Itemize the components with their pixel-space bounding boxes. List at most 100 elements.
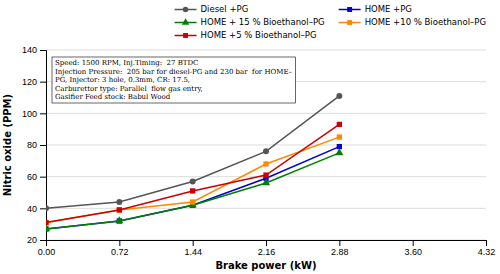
tick-mark: [413, 240, 414, 246]
tick: 100: [22, 109, 46, 119]
tick: 20: [27, 235, 46, 245]
tick-label: 40: [27, 204, 37, 214]
annotation: Speed: 1500 RPM, Inj.Timing: 27 BTDCInje…: [55, 59, 293, 101]
legend-marker: [183, 7, 189, 13]
legend-item: HOME +10 % Bioethanol–PG: [339, 17, 486, 27]
legend-label: HOME +5 % Bioethanol–PG: [201, 30, 317, 40]
tick: 40: [27, 204, 46, 214]
tick-mark: [486, 240, 487, 246]
tick-label: 2.88: [331, 247, 349, 257]
point: [115, 216, 123, 223]
tick: 80: [27, 140, 46, 150]
tick-mark: [40, 113, 46, 114]
point: [116, 199, 122, 205]
tick-mark: [40, 208, 46, 209]
point: [336, 93, 342, 99]
series: [46, 144, 342, 232]
tick-mark: [266, 240, 267, 246]
tick: 2.88: [331, 240, 349, 257]
tick: 4.32: [478, 240, 496, 257]
grid-line: [46, 50, 486, 51]
series: [46, 134, 342, 225]
tick-mark: [40, 82, 46, 83]
series: [46, 148, 343, 231]
tick: 140: [22, 45, 46, 55]
point: [190, 188, 195, 193]
tick: 1.44: [184, 240, 202, 257]
tick-label: 4.32: [478, 247, 496, 257]
tick: 0.00: [38, 240, 56, 257]
plot-area: 0.00 0.72 1.44 2.16 2.88 3.60 4.32 20 40 60 80 100 1…: [22, 45, 495, 257]
tick-label: 3.60: [404, 247, 422, 257]
y-grid: [46, 50, 486, 240]
grid-line: [46, 113, 486, 114]
series-line: [46, 153, 339, 229]
axis-line: [40, 51, 47, 241]
point: [263, 172, 268, 177]
legend: Diesel +PG HOME +PG HOME + 15 % Bioethanol…: [175, 4, 486, 40]
point: [117, 207, 122, 212]
point: [117, 207, 122, 212]
point: [337, 134, 342, 139]
legend-item: HOME +PG: [339, 4, 412, 14]
legend-item: HOME + 15 % Bioethanol–PG: [175, 17, 325, 27]
tick: 3.60: [404, 240, 422, 257]
tick-label: 1.44: [184, 247, 202, 257]
tick: 120: [22, 77, 46, 87]
tick: 2.16: [258, 240, 276, 257]
point: [263, 161, 268, 166]
tick-label: 20: [27, 235, 37, 245]
legend-item: Diesel +PG: [175, 4, 249, 14]
x-axis: 0.00 0.72 1.44 2.16 2.88 3.60 4.32: [38, 240, 496, 257]
y-axis-title: Nitric oxide (PPM): [2, 94, 13, 196]
tick: 0.72: [111, 240, 129, 257]
tick-mark: [40, 50, 46, 51]
series-group: [46, 93, 343, 232]
series-line: [46, 96, 339, 208]
tick-mark: [119, 240, 120, 246]
grid-line: [46, 145, 486, 146]
point: [46, 220, 49, 225]
tick: 60: [27, 172, 46, 182]
point: [262, 178, 270, 185]
point: [46, 224, 50, 231]
point: [335, 148, 343, 155]
point: [263, 148, 269, 154]
legend-item: HOME +5 % Bioethanol–PG: [175, 30, 317, 40]
tick-label: 0.00: [38, 247, 56, 257]
tick-label: 100: [22, 109, 37, 119]
legend-marker: [182, 18, 189, 24]
legend-marker: [183, 33, 188, 38]
tick-mark: [193, 240, 194, 246]
tick-mark: [40, 240, 46, 241]
point: [46, 220, 49, 225]
series-line: [46, 124, 339, 222]
tick-label: 80: [27, 140, 37, 150]
series: [46, 122, 342, 225]
tick-mark: [40, 177, 46, 178]
legend-label: HOME + 15 % Bioethanol–PG: [201, 17, 325, 27]
annotation-box: Speed: 1500 RPM, Inj.Timing: 27 BTDCInje…: [52, 57, 296, 103]
point: [337, 122, 342, 127]
legend-label: Diesel +PG: [201, 4, 249, 14]
annotation-frame: [52, 57, 296, 103]
point: [190, 178, 196, 184]
y-axis: 20 40 60 80 100 120 140: [22, 45, 47, 245]
tick-label: 0.72: [111, 247, 129, 257]
tick-label: 2.16: [258, 247, 276, 257]
legend-marker: [347, 7, 352, 12]
grid-line: [46, 208, 486, 209]
legend-label: HOME +PG: [365, 4, 412, 14]
tick-label: 140: [22, 45, 37, 55]
tick-label: 120: [22, 77, 37, 87]
tick-mark: [339, 240, 340, 246]
axis-line: [47, 241, 487, 247]
point: [46, 205, 49, 211]
series-line: [46, 137, 339, 222]
legend-label: HOME +10 % Bioethanol–PG: [365, 17, 486, 27]
legend-marker: [347, 20, 352, 25]
point: [190, 199, 195, 204]
series-line: [46, 147, 339, 229]
tick-mark: [40, 145, 46, 146]
tick-label: 60: [27, 172, 37, 182]
